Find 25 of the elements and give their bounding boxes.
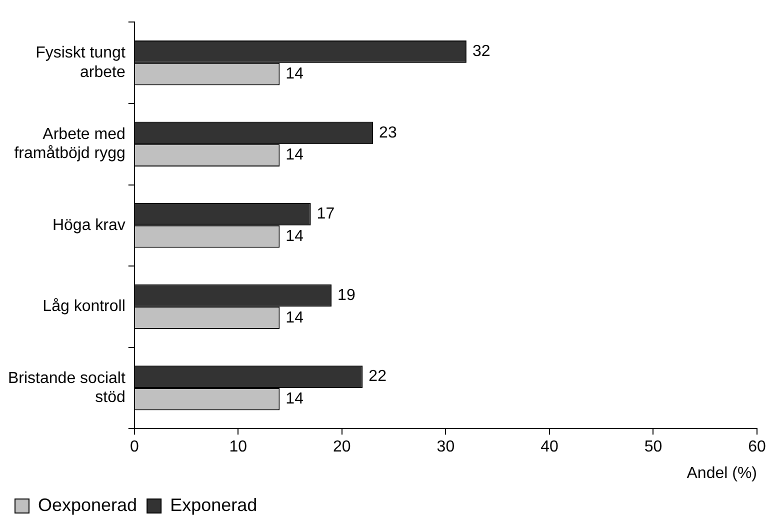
legend-label: Exponerad: [170, 494, 258, 515]
data-label: 14: [286, 228, 304, 245]
x-tick-label: 10: [229, 438, 248, 456]
x-axis-title: Andel (%): [686, 464, 757, 482]
x-tick-label: 40: [540, 438, 558, 456]
data-label: 23: [379, 124, 397, 142]
legend-label: Oexponerad: [38, 494, 138, 515]
data-label: 14: [286, 390, 304, 408]
x-tick-label: 30: [436, 438, 455, 456]
x-tick-label: 0: [130, 438, 139, 456]
data-label: 19: [338, 286, 356, 304]
data-label: 32: [472, 43, 490, 60]
y-tick-label: Höga krav: [52, 216, 126, 234]
data-label: 17: [316, 206, 335, 223]
y-tick-label: Bristande socialt stöd: [8, 370, 126, 406]
x-tick-label: 60: [748, 438, 766, 456]
data-label: 22: [368, 368, 387, 386]
x-tick-label: 50: [644, 438, 662, 456]
y-tick-label: Arbete med framåtböjd rygg: [14, 126, 126, 162]
y-tick-label: Låg kontroll: [42, 298, 126, 316]
data-label: 14: [286, 65, 304, 82]
x-tick-label: 20: [333, 438, 351, 456]
data-label: 14: [286, 309, 304, 326]
y-tick-label: Fysiskt tungt arbete: [36, 44, 126, 81]
data-label: 14: [286, 146, 304, 164]
